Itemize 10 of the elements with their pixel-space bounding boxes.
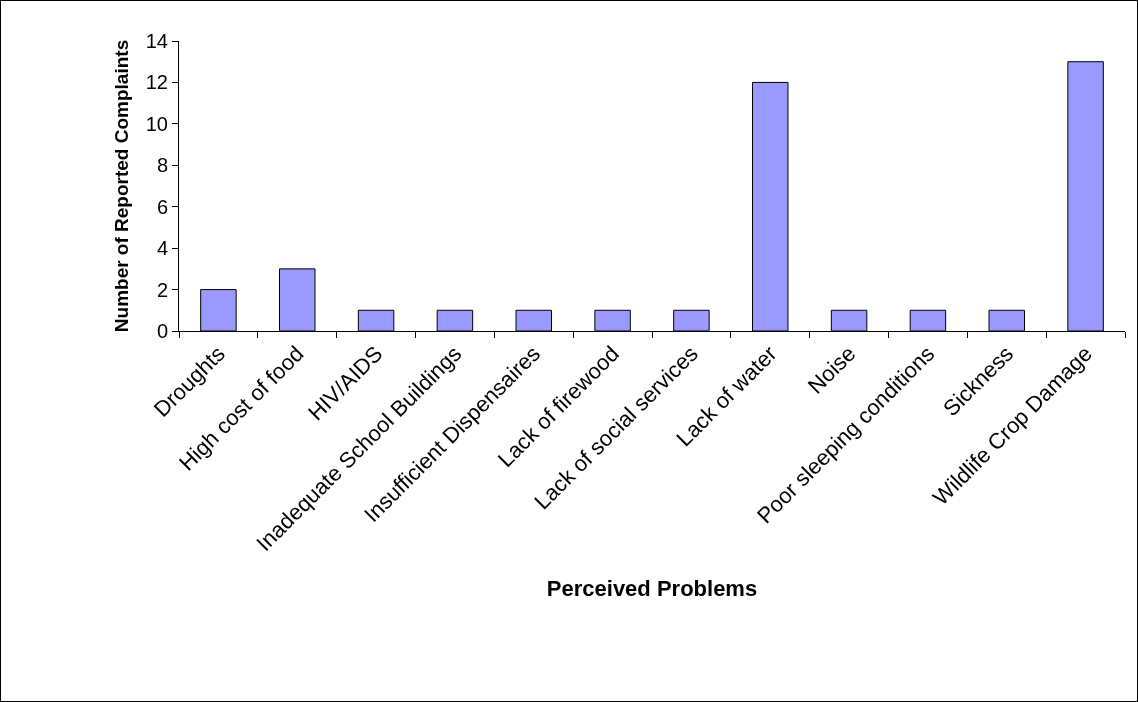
- y-tick-label: 8: [156, 154, 168, 177]
- y-tick-label: 6: [156, 195, 168, 218]
- y-tick-label: 4: [156, 237, 168, 260]
- y-tick-label: 10: [145, 112, 168, 135]
- y-axis-title: Number of Reported Complaints: [110, 39, 132, 333]
- y-tick-label: 14: [145, 30, 168, 52]
- y-tick-label: 12: [145, 71, 168, 94]
- y-tick-label: 2: [156, 278, 168, 301]
- x-axis-title: Perceived Problems: [546, 575, 758, 601]
- y-tick-label: 0: [156, 320, 168, 342]
